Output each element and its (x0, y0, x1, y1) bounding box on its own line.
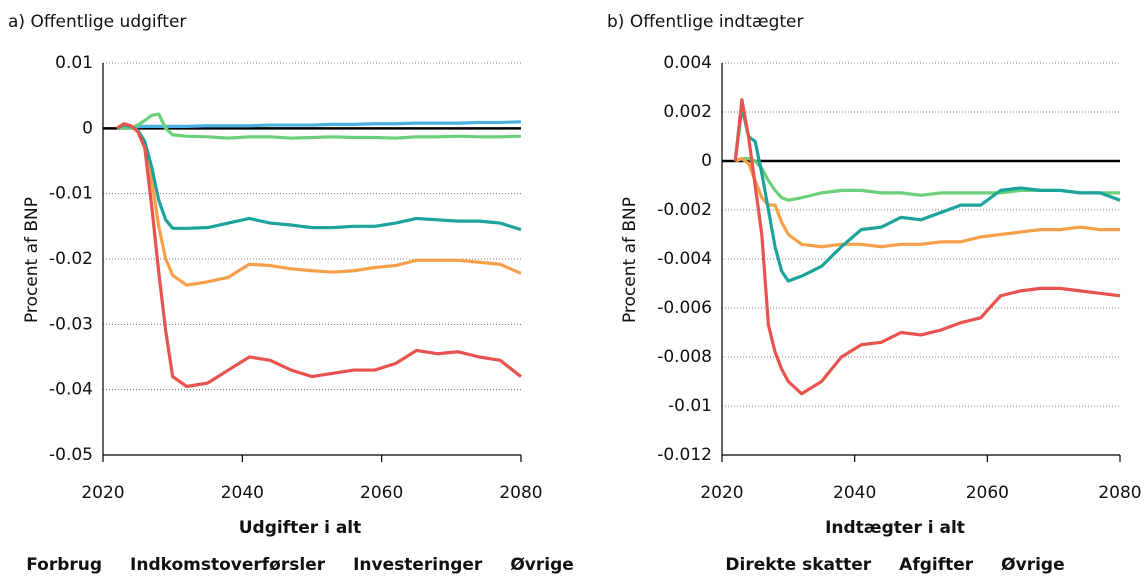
legend-entry: Øvrige (1001, 555, 1064, 575)
series-line (733, 105, 1121, 283)
x-tick-label: 2060 (360, 483, 403, 503)
x-tick-label: 2040 (221, 483, 264, 503)
series-line (733, 98, 1121, 396)
y-tick-label: -0.02 (49, 249, 93, 269)
panel-title: a) Offentlige udgifter (8, 12, 186, 32)
y-tick-label: -0.006 (657, 298, 712, 318)
legend-entry: Indkomstoverførsler (130, 555, 326, 575)
legend-entry: Direkte skatter (725, 555, 871, 575)
y-tick-label: -0.01 (668, 396, 712, 416)
y-tick-label: 0.002 (663, 102, 712, 122)
y-tick-label: -0.002 (657, 200, 712, 220)
legend-entry: Indtægter i alt (825, 518, 965, 538)
y-tick-label: -0.008 (657, 347, 712, 367)
series-line (116, 120, 522, 130)
y-tick-label: -0.05 (49, 445, 93, 465)
series-line (116, 112, 522, 140)
x-tick-label: 2040 (833, 483, 876, 503)
legend-entry: Investeringer (353, 555, 483, 575)
x-tick-label: 2020 (81, 483, 124, 503)
legend-entry: Udgifter i alt (239, 518, 362, 538)
x-tick-label: 2080 (1098, 483, 1141, 503)
x-tick-label: 2060 (966, 483, 1009, 503)
x-tick-label: 2020 (700, 483, 743, 503)
y-tick-label: -0.03 (49, 314, 93, 334)
legend-entry: Øvrige (510, 555, 573, 575)
series-line (734, 156, 1120, 202)
series-line (734, 156, 1120, 249)
series-line (116, 122, 522, 388)
y-tick-label: 0 (82, 118, 93, 138)
y-tick-label: 0 (701, 151, 712, 171)
panel-title: b) Offentlige indtægter (607, 12, 803, 32)
y-tick-label: -0.01 (49, 184, 93, 204)
x-tick-label: 2080 (499, 483, 542, 503)
y-tick-label: 0.01 (55, 53, 93, 73)
legend-entry: Afgifter (899, 555, 974, 575)
legend-entry: Forbrug (26, 555, 102, 575)
y-axis-label: Procent af BNP (620, 197, 640, 323)
series-line (116, 123, 522, 232)
y-axis-label: Procent af BNP (22, 197, 42, 323)
y-tick-label: -0.012 (657, 445, 712, 465)
series-line (116, 122, 522, 287)
y-tick-label: -0.04 (49, 380, 93, 400)
y-tick-label: -0.004 (657, 249, 712, 269)
y-tick-label: 0.004 (663, 53, 712, 73)
